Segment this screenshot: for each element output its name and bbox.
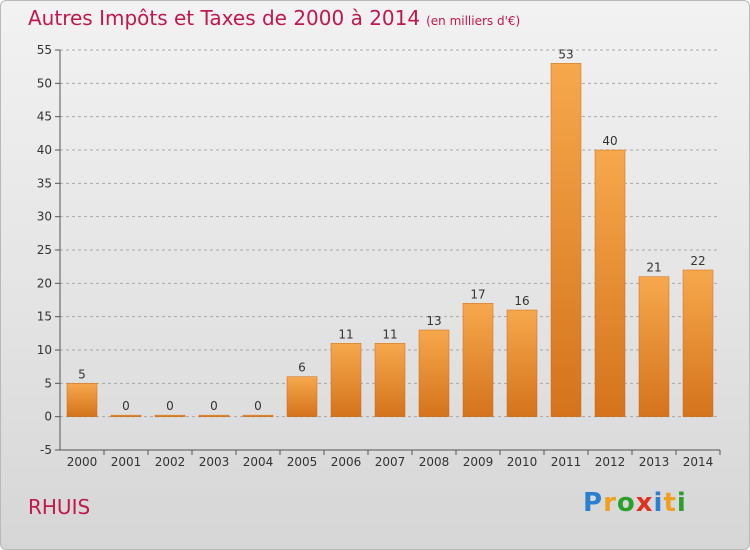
- logo-letter: i: [653, 488, 664, 518]
- x-tick-label-2011: 2011: [551, 455, 582, 469]
- bar-2000: [66, 383, 98, 417]
- logo-letter: x: [635, 488, 654, 518]
- x-tick-label-2013: 2013: [639, 455, 670, 469]
- value-label-2011: 53: [558, 47, 573, 61]
- y-tick-label: 0: [44, 410, 52, 424]
- chart-title: Autres Impôts et Taxes de 2000 à 2014 (en…: [28, 6, 520, 30]
- x-tick-label-2007: 2007: [375, 455, 406, 469]
- bar-2011: [550, 63, 582, 417]
- y-tick-label: 5: [44, 376, 52, 390]
- bar-2004: [242, 414, 274, 417]
- chart-title-unit: (en milliers d'€): [426, 14, 521, 28]
- y-tick-label: -5: [40, 443, 52, 457]
- town-name: RHUIS: [28, 495, 91, 519]
- y-tick-label: 20: [37, 276, 52, 290]
- bar-2007: [374, 343, 406, 417]
- bar-2002: [154, 414, 186, 417]
- value-label-2013: 21: [646, 261, 661, 275]
- x-tick-label-2000: 2000: [67, 455, 98, 469]
- x-tick-label-2006: 2006: [331, 455, 362, 469]
- y-tick-label: 10: [37, 343, 52, 357]
- y-tick-label: 45: [37, 110, 52, 124]
- x-tick-label-2012: 2012: [595, 455, 626, 469]
- value-label-2003: 0: [210, 399, 218, 413]
- y-tick-label: 35: [37, 176, 52, 190]
- bar-2003: [198, 414, 230, 417]
- x-tick-label-2002: 2002: [155, 455, 186, 469]
- x-tick-label-2010: 2010: [507, 455, 538, 469]
- value-label-2007: 11: [382, 327, 397, 341]
- logo-letter: P: [583, 488, 604, 518]
- label-layer: 5 2000 0 2001 0 2002 0 2003 0 2004 6 2005 11 2006 11 20…: [67, 47, 714, 469]
- x-tick-label-2001: 2001: [111, 455, 142, 469]
- bar-2010: [506, 309, 538, 417]
- bar-2014: [682, 269, 714, 417]
- x-tick-label-2005: 2005: [287, 455, 318, 469]
- bar-2013: [638, 276, 670, 417]
- value-label-2006: 11: [338, 327, 353, 341]
- x-tick-label-2003: 2003: [199, 455, 230, 469]
- value-label-2001: 0: [122, 399, 130, 413]
- y-tick-label: 25: [37, 243, 52, 257]
- value-label-2012: 40: [602, 134, 617, 148]
- x-tick-label-2008: 2008: [419, 455, 450, 469]
- value-label-2008: 13: [426, 314, 441, 328]
- value-label-2014: 22: [690, 254, 705, 268]
- y-tick-label: 30: [37, 210, 52, 224]
- value-label-2004: 0: [254, 399, 262, 413]
- bar-2008: [418, 329, 450, 417]
- y-tick-label: 40: [37, 143, 52, 157]
- logo-letter: i: [676, 488, 687, 518]
- value-label-2010: 16: [514, 294, 529, 308]
- logo-letter: t: [663, 488, 677, 518]
- x-tick-label-2009: 2009: [463, 455, 494, 469]
- bar-2009: [462, 303, 494, 417]
- bar-2006: [330, 343, 362, 417]
- bar-2005: [286, 376, 318, 417]
- y-tick-label: 15: [37, 310, 52, 324]
- chart-title-main: Autres Impôts et Taxes de 2000 à 2014: [28, 6, 421, 30]
- value-label-2002: 0: [166, 399, 174, 413]
- y-tick-label: 50: [37, 76, 52, 90]
- logo-letter: o: [616, 488, 636, 518]
- value-label-2005: 6: [298, 361, 306, 375]
- value-label-2000: 5: [78, 367, 86, 381]
- x-tick-label-2014: 2014: [683, 455, 714, 469]
- y-tick-label: 55: [37, 43, 52, 57]
- value-label-2009: 17: [470, 287, 485, 301]
- bar-2001: [110, 414, 142, 417]
- bar-2012: [594, 149, 626, 417]
- bar-layer: [66, 63, 714, 417]
- x-tick-label-2004: 2004: [243, 455, 274, 469]
- logo-letter: r: [603, 488, 617, 518]
- proxiti-logo[interactable]: Proxiti: [583, 488, 687, 518]
